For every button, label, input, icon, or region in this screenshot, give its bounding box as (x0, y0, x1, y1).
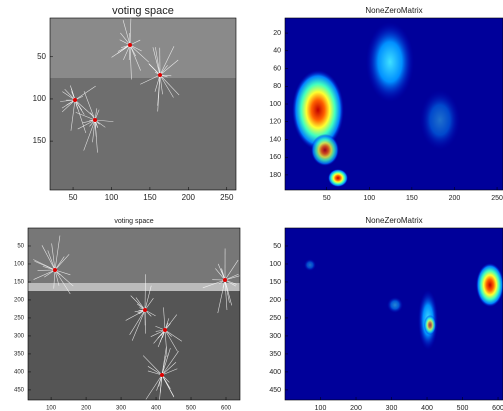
vote-point (160, 373, 164, 377)
vote-point (73, 98, 77, 102)
x-tick-label: 600 (492, 405, 503, 411)
x-tick-label: 100 (46, 406, 57, 411)
y-tick-label: 400 (269, 369, 281, 376)
panel-title: NoneZeroMatrix (365, 216, 422, 225)
y-tick-label: 80 (273, 83, 281, 90)
x-tick-label: 100 (105, 193, 119, 202)
y-tick-label: 200 (269, 297, 281, 304)
heat-blob (387, 297, 403, 313)
y-tick-label: 150 (33, 136, 47, 145)
figure: voting space 50 100 150 200 250 50 100 150 NoneZe… (0, 0, 503, 411)
x-tick-label: 200 (449, 195, 461, 202)
y-tick-label: 300 (14, 334, 25, 340)
photo-region (50, 18, 236, 78)
vote-point (53, 268, 57, 272)
x-tick-label: 300 (386, 405, 398, 411)
y-tick-label: 200 (14, 298, 25, 304)
y-tick-label: 100 (269, 261, 281, 268)
vote-point (128, 43, 132, 47)
y-tick-label: 350 (14, 352, 25, 358)
x-tick-label: 200 (81, 406, 92, 411)
x-tick-label: 100 (315, 405, 327, 411)
y-tick-label: 100 (14, 262, 25, 268)
y-tick-label: 350 (269, 351, 281, 358)
x-tick-label: 300 (116, 406, 127, 411)
panel-title: voting space (114, 218, 153, 225)
x-tick-label: 600 (221, 406, 232, 411)
x-tick-label: 50 (69, 193, 78, 202)
y-tick-label: 140 (269, 136, 281, 143)
x-tick-label: 400 (151, 406, 162, 411)
y-tick-label: 450 (269, 387, 281, 394)
y-tick-label: 250 (269, 315, 281, 322)
x-tick-label: 250 (491, 195, 503, 202)
heat-blob (420, 90, 460, 150)
heat-blob (311, 134, 339, 166)
y-tick-label: 250 (14, 316, 25, 322)
y-tick-label: 40 (273, 48, 281, 55)
heat-blob (328, 169, 348, 187)
heat-blob (366, 22, 414, 102)
x-tick-label: 150 (406, 195, 418, 202)
heat-blob (304, 259, 316, 271)
y-tick-label: 450 (14, 388, 25, 394)
x-tick-label: 50 (323, 195, 331, 202)
vote-point (163, 328, 167, 332)
y-tick-label: 180 (269, 172, 281, 179)
panel-title: voting space (112, 5, 174, 17)
vote-point (93, 118, 97, 122)
y-tick-label: 20 (273, 30, 281, 37)
y-tick-label: 100 (33, 94, 47, 103)
y-tick-label: 60 (273, 65, 281, 72)
y-tick-label: 400 (14, 370, 25, 376)
vote-point (223, 278, 227, 282)
y-tick-label: 50 (273, 243, 281, 250)
x-tick-label: 200 (350, 405, 362, 411)
y-tick-label: 120 (269, 119, 281, 126)
page: voting space 50 100 150 200 250 50 100 150 NoneZe… (0, 0, 503, 411)
photo-region (28, 283, 240, 291)
x-tick-label: 500 (457, 405, 469, 411)
x-tick-label: 150 (143, 193, 157, 202)
y-tick-label: 150 (14, 280, 25, 286)
y-tick-label: 100 (269, 101, 281, 108)
x-tick-label: 200 (182, 193, 196, 202)
x-tick-label: 400 (421, 405, 433, 411)
y-tick-label: 50 (37, 52, 46, 61)
panel-title: NoneZeroMatrix (365, 6, 422, 15)
y-tick-label: 50 (17, 244, 24, 250)
x-tick-label: 100 (363, 195, 375, 202)
heat-blob (424, 315, 436, 335)
vote-point (143, 308, 147, 312)
y-tick-label: 300 (269, 333, 281, 340)
vote-point (158, 73, 162, 77)
heatmap (285, 228, 503, 400)
y-tick-label: 160 (269, 154, 281, 161)
heat-blob (476, 263, 503, 307)
y-tick-label: 150 (269, 279, 281, 286)
x-tick-label: 250 (220, 193, 234, 202)
x-tick-label: 500 (186, 406, 197, 411)
